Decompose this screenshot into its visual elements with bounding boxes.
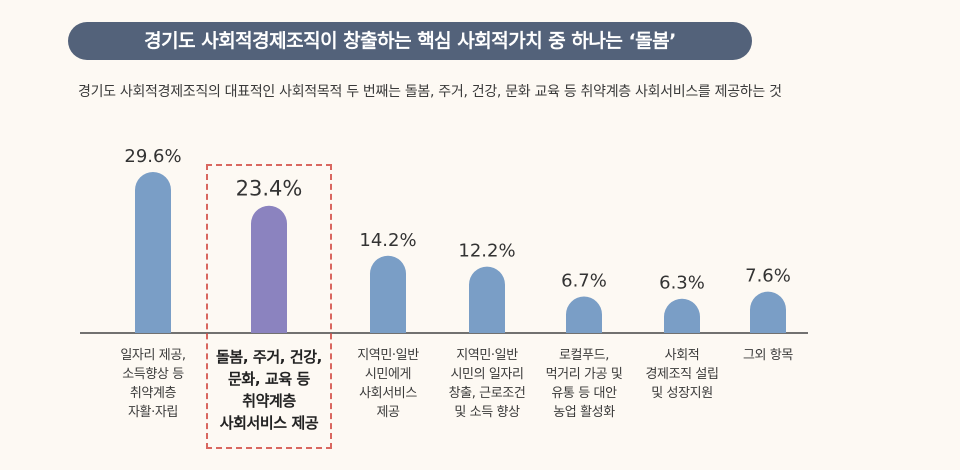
bar — [370, 255, 406, 333]
x-tick-label: 돌봄, 주거, 건강, 문화, 교육 등 취약계층 사회서비스 제공 — [216, 348, 322, 432]
data-label: 6.7% — [561, 271, 607, 292]
chart-subtitle: 경기도 사회적경제조직의 대표적인 사회적목적 두 번째는 돌봄, 주거, 건강… — [78, 84, 782, 100]
bar — [664, 298, 700, 333]
x-tick-label: 사회적 경제조직 설립 및 성장지원 — [645, 348, 719, 401]
bar — [135, 172, 171, 333]
data-label: 7.6% — [745, 266, 791, 287]
data-label: 29.6% — [124, 146, 181, 167]
data-label: 14.2% — [359, 230, 416, 251]
data-label: 23.4% — [236, 177, 303, 201]
x-tick-label: 지역민·일반 시민에게 사회서비스 제공 — [357, 348, 419, 420]
highlight-box — [206, 164, 332, 449]
x-tick-label: 지역민·일반 시민의 일자리 창출, 근로조건 및 소득 향상 — [448, 348, 526, 420]
x-tick-label: 그외 항목 — [743, 348, 793, 363]
data-label: 6.3% — [659, 273, 705, 294]
data-label: 12.2% — [458, 241, 515, 262]
x-tick-label: 로컬푸드, 먹거리 가공 및 유통 등 대안 농업 활성화 — [545, 348, 623, 420]
chart-title: 경기도 사회적경제조직이 창출하는 핵심 사회적가치 중 하나는 ‘돌봄’ — [68, 22, 752, 60]
bar — [251, 205, 287, 333]
x-tick-label: 일자리 제공, 소득향상 등 취약계층 자활·자립 — [120, 348, 186, 420]
bar — [566, 296, 602, 333]
bar — [469, 266, 505, 333]
bar — [750, 291, 786, 333]
